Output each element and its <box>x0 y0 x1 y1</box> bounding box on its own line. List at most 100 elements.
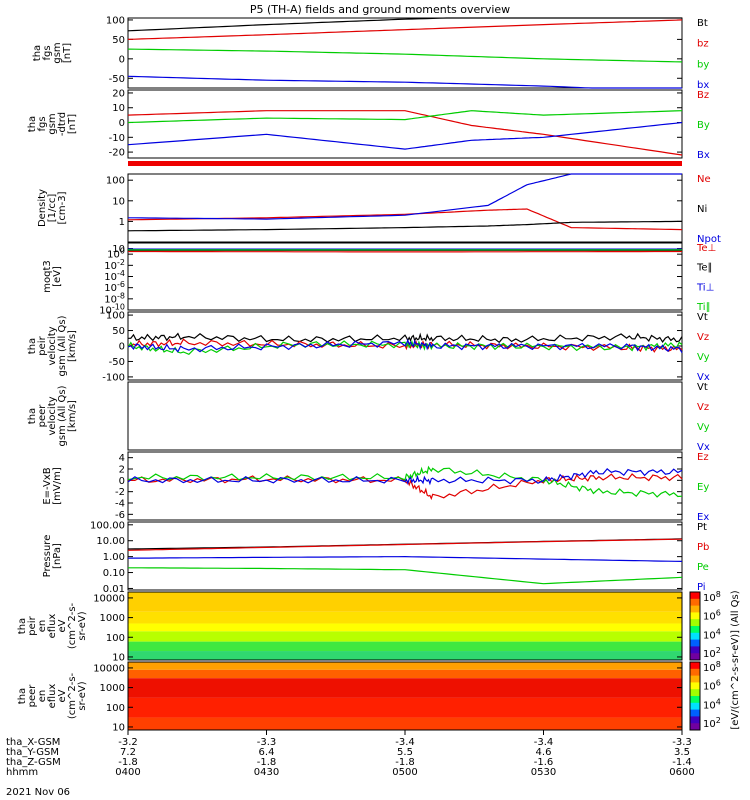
panel-9: 10000 1000 100 10 thapeirenefluxeV(cm^2-s-sr… <box>17 591 683 663</box>
y-tick-label: -100 <box>102 372 125 383</box>
colorbar-cell <box>690 696 700 704</box>
y-axis-label: thafgsgsm[nT] <box>32 42 73 63</box>
colorbar-cell <box>690 689 700 697</box>
series-Ne <box>127 208 683 231</box>
y-tick-label: -6 <box>115 510 125 521</box>
series-Bx <box>127 121 683 150</box>
y-tick-label: -2 <box>115 487 125 498</box>
orbit-row-label: hhmm <box>6 767 38 778</box>
panel-2: 20 10 0 -10 -20 thafgsgsm-dtrd[nT] Bz By Bx <box>27 88 710 161</box>
legend-Te⊥: Te⊥ <box>696 243 716 254</box>
heatmap-band <box>128 662 682 670</box>
colorbar-tick-label: 108 <box>703 590 721 604</box>
legend-Pb: Pb <box>697 542 709 553</box>
legend-By: By <box>697 120 710 131</box>
series-Npot <box>128 173 682 220</box>
y-tick-label: 0 <box>119 476 125 487</box>
legend-Bt: Bt <box>697 18 708 29</box>
legend-Ne: Ne <box>697 174 711 185</box>
colorbar-cell <box>690 709 700 717</box>
series-bz <box>127 19 683 40</box>
legend-Ez: Ez <box>697 452 709 463</box>
orbit-value: 0500 <box>392 767 417 778</box>
panel-10: 10000 1000 100 10 thapeerenefluxeV(cm^2-s-sr… <box>17 661 683 733</box>
orbit-value: -3.4 <box>395 737 415 748</box>
legend-Vz: Vz <box>697 332 709 343</box>
y-tick-label: 50 <box>112 326 125 337</box>
series-Ni <box>127 220 682 232</box>
y-tick-label: 0 <box>119 118 125 129</box>
y-tick-label: 1 <box>119 217 125 228</box>
y-tick-label: 10000 <box>93 663 125 674</box>
y-tick-label: 10 <box>112 244 125 255</box>
y-axis-label: thapeervelocitygsm (All Qs)[km/s] <box>27 385 78 446</box>
orbit-value: 5.5 <box>397 747 413 758</box>
colorbar-cell <box>690 619 700 627</box>
y-tick-label: 0.10 <box>103 568 125 579</box>
orbit-row-label: tha_Z-GSM <box>6 757 61 768</box>
panel-frame <box>127 17 683 89</box>
colorbar-cell <box>690 632 700 641</box>
heatmap-band <box>128 678 682 698</box>
y-tick-label: 10.00 <box>96 536 125 547</box>
legend-by: by <box>697 59 709 70</box>
legend-Pi: Pi <box>697 582 706 593</box>
legend-Vx: Vx <box>697 372 710 383</box>
y-axis-label: thafgsgsm-dtrd[nT] <box>27 112 78 136</box>
y-tick-label: 20 <box>112 88 125 99</box>
series-Bz <box>127 110 683 156</box>
legend-Vt: Vt <box>697 312 708 323</box>
panel-4: 1010010-210-410-610-810-10moqt3[eV]Te⊥Te… <box>42 242 716 317</box>
heatmap-band <box>128 623 682 632</box>
legend-Vt: Vt <box>697 382 708 393</box>
y-tick-label: -20 <box>109 148 125 159</box>
orbit-value: -3.2 <box>118 737 138 748</box>
y-axis-label: thapeerenefluxeV(cm^2-s-sr-eV) <box>17 672 88 719</box>
panel-1: 100 50 0 -50 thafgsgsm[nT] Bt bz by bx <box>32 15 709 91</box>
orbit-value: -3.3 <box>257 737 277 748</box>
colorbar-tick-label: 108 <box>703 660 721 674</box>
y-tick-label: 100 <box>106 15 125 26</box>
colorbar-cell <box>690 592 700 600</box>
legend-Ex: Ex <box>697 512 709 523</box>
y-axis-label: Pressure[nPa] <box>42 535 63 578</box>
panel-frame <box>127 173 683 243</box>
colorbar-cell <box>690 662 700 670</box>
orbit-value: 7.2 <box>120 747 136 758</box>
y-tick-label: 1000 <box>100 613 125 624</box>
orbit-row-label: tha_X-GSM <box>6 737 60 748</box>
y-tick-label: 50 <box>112 35 125 46</box>
orbit-value: -3.3 <box>672 737 692 748</box>
colorbar-tick-label: 102 <box>703 716 721 730</box>
colorbar-tick-label: 106 <box>703 609 721 623</box>
orbit-value: 6.4 <box>259 747 275 758</box>
panel-frame <box>127 242 683 311</box>
panel-frame <box>127 451 683 521</box>
panel-frame <box>127 521 683 591</box>
panel-7: 420-2-4-6 E=-VxB[mV/m] Ez Ey Ex <box>42 451 709 523</box>
colorbar-cell <box>690 646 700 654</box>
legend-Bx: Bx <box>697 150 710 161</box>
y-tick-label: 100 <box>106 176 125 187</box>
heatmap-band <box>128 697 682 718</box>
legend-Ey: Ey <box>697 482 709 493</box>
colorbar-frame <box>689 591 701 661</box>
colorbar-frame <box>689 661 701 731</box>
legend-Vz: Vz <box>697 402 709 413</box>
colorbar-cell <box>690 605 700 613</box>
orbit-value: 3.5 <box>674 747 690 758</box>
colorbar-cell <box>690 626 700 634</box>
orbit-value: 0600 <box>669 767 694 778</box>
heatmap-band <box>128 631 682 642</box>
legend-bx: bx <box>697 80 709 91</box>
y-tick-label: 10 <box>112 722 125 733</box>
heatmap-band <box>128 669 682 679</box>
heatmap-band <box>128 651 682 660</box>
series-Pb <box>127 538 683 551</box>
colorbar-cell <box>690 723 700 731</box>
panel-frame <box>127 591 683 661</box>
orbit-value: 0530 <box>531 767 556 778</box>
y-tick-label: 0.01 <box>103 584 125 595</box>
panel-frame <box>127 381 683 451</box>
colorbar-cell <box>690 639 700 647</box>
